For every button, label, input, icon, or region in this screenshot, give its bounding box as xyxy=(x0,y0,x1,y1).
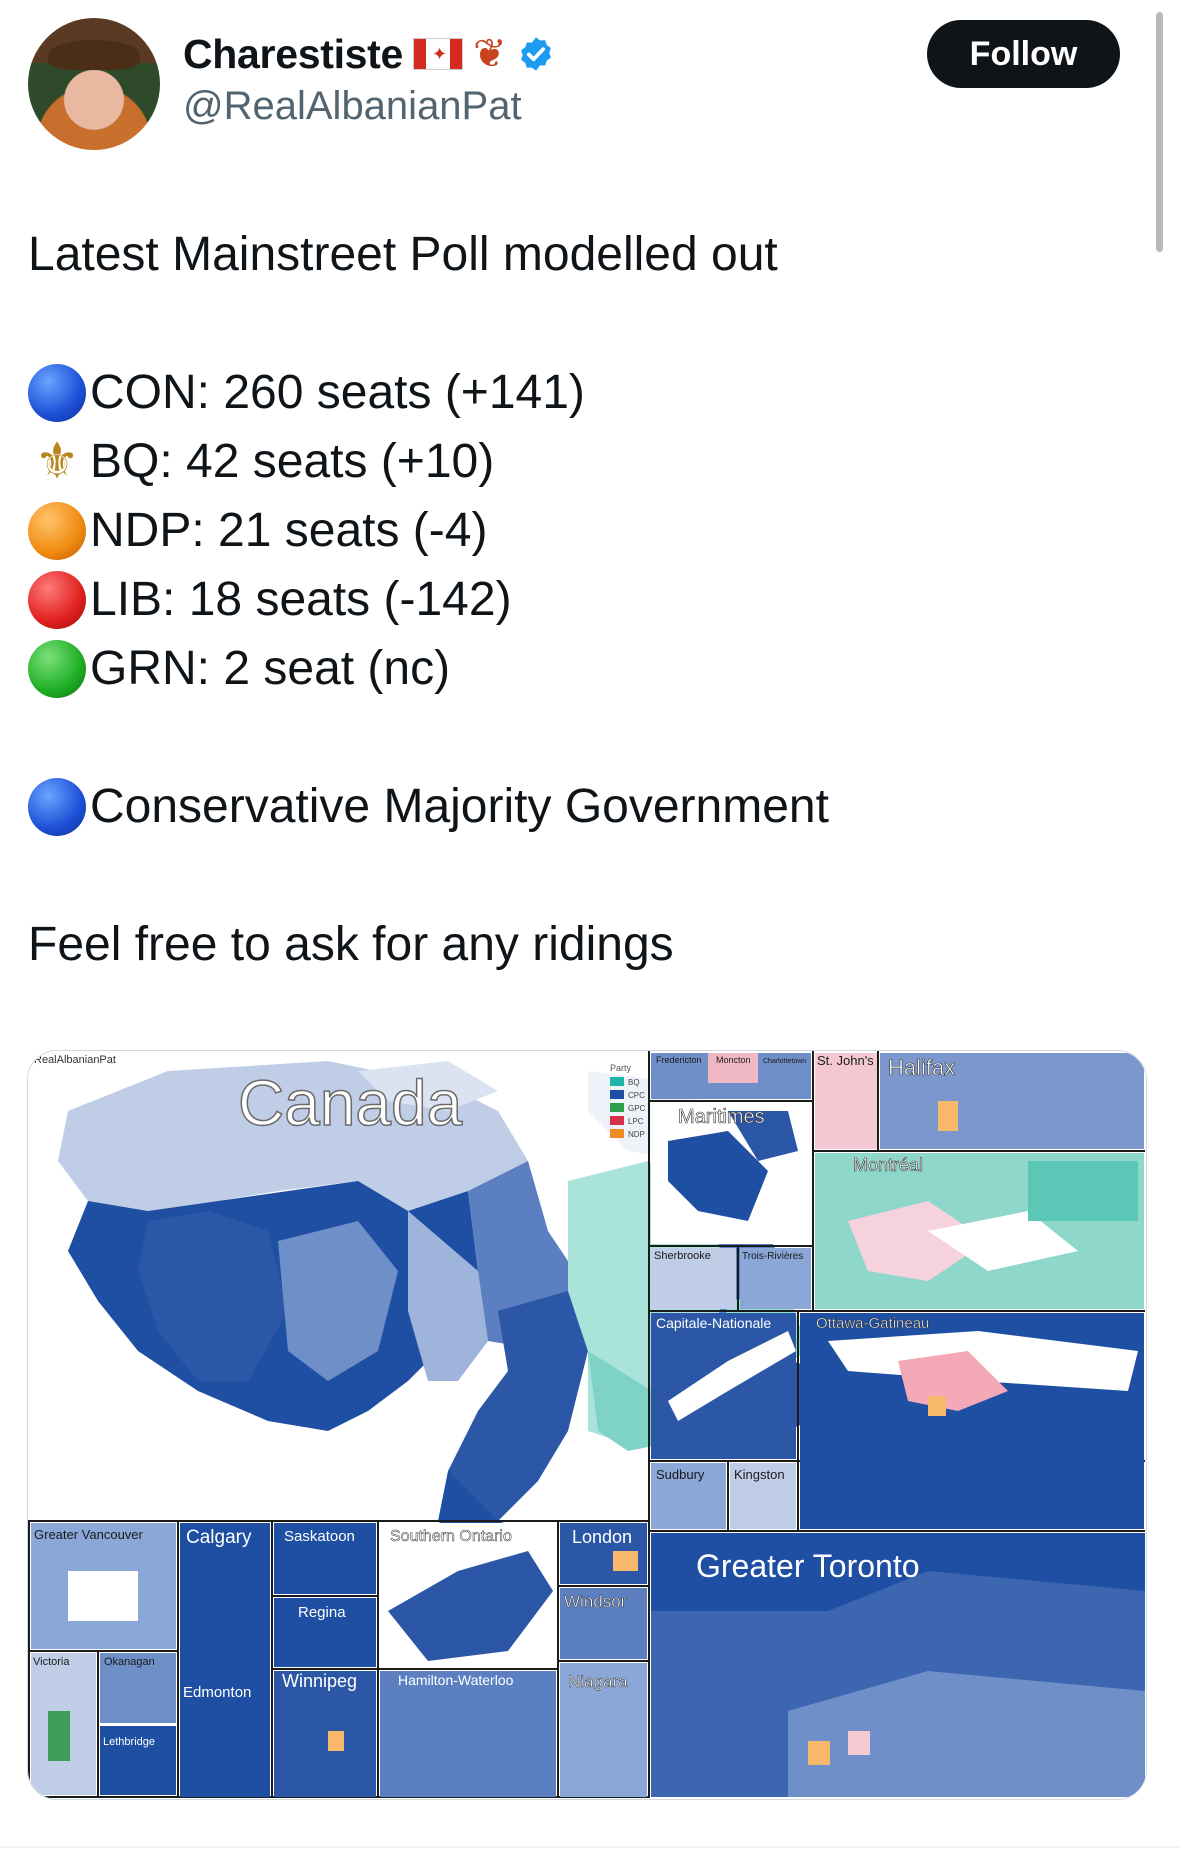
label-okanagan: Okanagan xyxy=(104,1656,155,1668)
verified-badge-icon xyxy=(520,37,551,71)
map-legend: Party BQ CPC GPC LPC NDP xyxy=(610,1063,646,1139)
blue-circle-icon xyxy=(28,777,86,836)
legend-label: GPC xyxy=(628,1104,646,1113)
inset-labels: Fredericton Moncton Charlottetown St. Jo… xyxy=(33,1053,956,1748)
outcome-line: Conservative Majority Government xyxy=(28,772,1148,841)
legend-swatch xyxy=(610,1090,624,1099)
label-greater-toronto: Greater Toronto xyxy=(696,1548,920,1584)
result-text: NDP: 21 seats (-4) xyxy=(90,504,488,557)
label-sherbrooke: Sherbrooke xyxy=(654,1250,711,1262)
label-halifax: Halifax xyxy=(888,1055,955,1080)
label-winnipeg: Winnipeg xyxy=(282,1671,357,1691)
result-line: CON: 260 seats (+141) xyxy=(28,358,1148,427)
result-line: ⚜ BQ: 42 seats (+10) xyxy=(28,427,1148,496)
tweet-header: Charestiste ✦ ❦ @RealAlbanianPat Follow xyxy=(0,0,1179,252)
label-kingston: Kingston xyxy=(734,1467,785,1482)
label-victoria: Victoria xyxy=(33,1656,70,1668)
label-moncton: Moncton xyxy=(716,1055,751,1065)
avatar-hat xyxy=(48,40,140,70)
label-windsor: Windsor xyxy=(564,1592,627,1611)
legend-swatch xyxy=(610,1103,624,1112)
red-circle-icon xyxy=(28,570,86,629)
legend-swatch xyxy=(610,1129,624,1138)
label-edmonton: Edmonton xyxy=(183,1684,251,1701)
result-text: GRN: 2 seat (nc) xyxy=(90,642,451,695)
result-text: BQ: 42 seats (+10) xyxy=(90,435,495,488)
divider xyxy=(0,1846,1179,1848)
legend-label: NDP xyxy=(628,1130,645,1139)
map-image[interactable]: Canada RealAlbanianPat Party BQ CPC GPC LPC… xyxy=(27,1050,1147,1800)
legend-label: LPC xyxy=(628,1117,644,1126)
label-saskatoon: Saskatoon xyxy=(284,1528,355,1545)
result-line: GRN: 2 seat (nc) xyxy=(28,634,1148,703)
map-watermark: RealAlbanianPat xyxy=(34,1054,116,1066)
label-lethbridge: Lethbridge xyxy=(103,1736,155,1748)
orange-circle-icon xyxy=(28,501,86,560)
maple-leaf-icon: ❦ xyxy=(473,32,507,76)
label-calgary: Calgary xyxy=(186,1527,252,1548)
legend-label: BQ xyxy=(628,1078,640,1087)
legend-swatch xyxy=(610,1077,624,1086)
riding-map: Canada RealAlbanianPat Party BQ CPC GPC LPC… xyxy=(28,1051,1146,1799)
fleur-de-lis-icon: ⚜ xyxy=(34,433,80,489)
label-trois-rivieres: Trois-Rivières xyxy=(742,1251,803,1262)
result-line: NDP: 21 seats (-4) xyxy=(28,496,1148,565)
label-fredericton: Fredericton xyxy=(656,1055,702,1065)
label-st-johns: St. John's xyxy=(817,1053,874,1068)
label-capitale-nationale: Capitale-Nationale xyxy=(656,1315,771,1331)
scrollbar[interactable] xyxy=(1156,12,1163,252)
tweet-text: Latest Mainstreet Poll modelled out CON:… xyxy=(28,220,1148,979)
label-charlottetown: Charlottetown xyxy=(763,1058,806,1065)
blue-circle-icon xyxy=(28,363,86,422)
label-montreal: Montréal xyxy=(853,1155,923,1175)
name-row: Charestiste ✦ ❦ xyxy=(183,26,555,82)
legend-title: Party xyxy=(610,1063,632,1073)
label-regina: Regina xyxy=(298,1604,346,1621)
display-name[interactable]: Charestiste xyxy=(183,30,404,77)
user-handle[interactable]: @RealAlbanianPat xyxy=(183,84,522,128)
label-sudbury: Sudbury xyxy=(656,1467,705,1482)
label-southern-ontario: Southern Ontario xyxy=(390,1528,512,1545)
label-maritimes: Maritimes xyxy=(678,1106,765,1128)
legend-label: CPC xyxy=(628,1091,645,1100)
green-circle-icon xyxy=(28,639,86,698)
follow-button[interactable]: Follow xyxy=(927,20,1120,88)
map-title: Canada xyxy=(238,1067,463,1139)
legend-swatch xyxy=(610,1116,624,1125)
label-hamilton-waterloo: Hamilton-Waterloo xyxy=(398,1672,514,1688)
outcome-text: Conservative Majority Government xyxy=(90,780,829,833)
headline: Latest Mainstreet Poll modelled out xyxy=(28,228,778,281)
label-greater-vancouver: Greater Vancouver xyxy=(34,1527,144,1542)
closing-text: Feel free to ask for any ridings xyxy=(28,918,674,971)
result-line: LIB: 18 seats (-142) xyxy=(28,565,1148,634)
result-text: LIB: 18 seats (-142) xyxy=(90,573,512,626)
label-london: London xyxy=(572,1527,632,1547)
label-niagara: Niagara xyxy=(568,1672,628,1691)
canada-flag-icon: ✦ xyxy=(413,38,464,70)
result-text: CON: 260 seats (+141) xyxy=(90,366,585,419)
label-ottawa-gatineau: Ottawa-Gatineau xyxy=(816,1315,929,1332)
avatar[interactable] xyxy=(28,18,160,150)
